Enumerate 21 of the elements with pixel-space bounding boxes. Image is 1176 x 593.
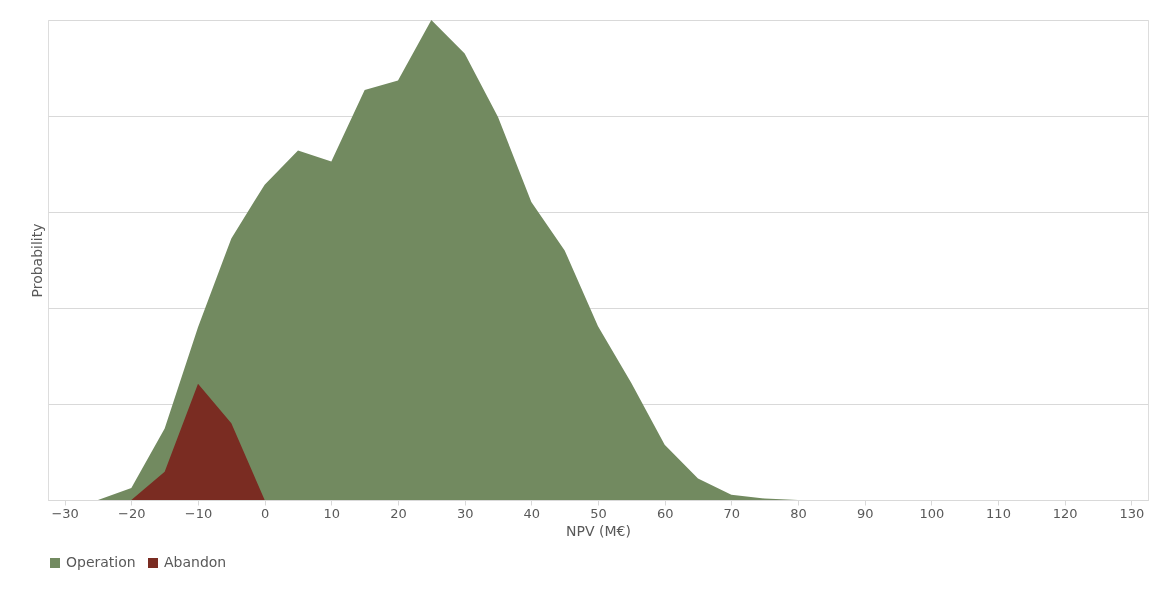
x-tick-label: 30 xyxy=(456,505,474,521)
x-tick-label: −20 xyxy=(118,505,146,521)
x-tick-label: 0 xyxy=(261,505,270,521)
x-tick-label: 10 xyxy=(323,505,341,521)
x-tick-label: 50 xyxy=(590,505,607,521)
x-tick-label: 110 xyxy=(986,505,1011,521)
x-tick-label: 100 xyxy=(919,505,945,521)
x-tick-label: 40 xyxy=(523,505,541,521)
x-tick-label: 90 xyxy=(856,505,874,521)
legend-label: Operation xyxy=(66,554,136,570)
x-tick-label: −10 xyxy=(184,505,213,521)
legend-label: Abandon xyxy=(164,554,227,570)
x-tick-label: −30 xyxy=(51,505,79,521)
x-tick-label: 20 xyxy=(390,505,407,521)
x-tick-label: 60 xyxy=(656,505,674,521)
y-axis-title: Probability xyxy=(28,223,45,298)
x-axis-title: NPV (M€) xyxy=(566,522,631,539)
x-tick-label: 80 xyxy=(790,505,807,521)
x-tick-label: 130 xyxy=(1119,505,1145,521)
x-tick-label: 70 xyxy=(723,505,741,521)
x-tick-label: 120 xyxy=(1052,505,1078,521)
